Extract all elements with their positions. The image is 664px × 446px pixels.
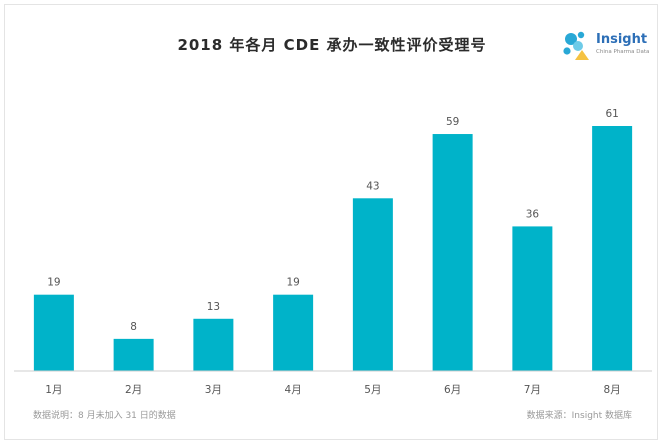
value-label-5: 43	[366, 180, 379, 192]
bar-4	[273, 294, 314, 371]
x-tick-labels: 1月 2月 3月 4月 5月 6月 7月 8月	[45, 384, 620, 396]
value-label-4: 19	[286, 277, 299, 289]
bar-3	[193, 318, 234, 371]
x-tick-8: 8月	[604, 384, 621, 396]
bar-5	[352, 198, 393, 371]
x-tick-6: 6月	[444, 384, 461, 396]
bar-2	[113, 338, 154, 371]
data-note: 数据说明：8 月未加入 31 日的数据	[33, 411, 176, 421]
value-label-1: 19	[47, 277, 60, 289]
bar-6	[432, 134, 473, 371]
x-tick-7: 7月	[524, 384, 541, 396]
x-tick-4: 4月	[285, 384, 302, 396]
value-labels: 19 8 13 19 43 59 36 61	[47, 108, 619, 333]
bar-1	[33, 294, 74, 371]
value-label-8: 61	[605, 108, 618, 120]
bar-series	[33, 126, 633, 371]
logo-subtitle: China Pharma Data	[596, 49, 650, 55]
insight-logo-icon	[563, 31, 589, 60]
value-label-3: 13	[207, 301, 220, 313]
chart-title: 2018 年各月 CDE 承办一致性评价受理号	[177, 36, 487, 54]
value-label-7: 36	[526, 208, 540, 220]
data-source: 数据来源：Insight 数据库	[526, 411, 632, 421]
value-label-2: 8	[130, 321, 137, 333]
x-tick-5: 5月	[364, 384, 381, 396]
x-tick-1: 1月	[45, 384, 62, 396]
value-label-6: 59	[446, 116, 459, 128]
x-tick-2: 2月	[125, 384, 142, 396]
bar-7	[512, 226, 553, 371]
bar-8	[592, 126, 633, 371]
insight-logo: Insight China Pharma Data	[562, 30, 654, 64]
x-tick-3: 3月	[205, 384, 222, 396]
logo-name: Insight	[596, 32, 648, 47]
